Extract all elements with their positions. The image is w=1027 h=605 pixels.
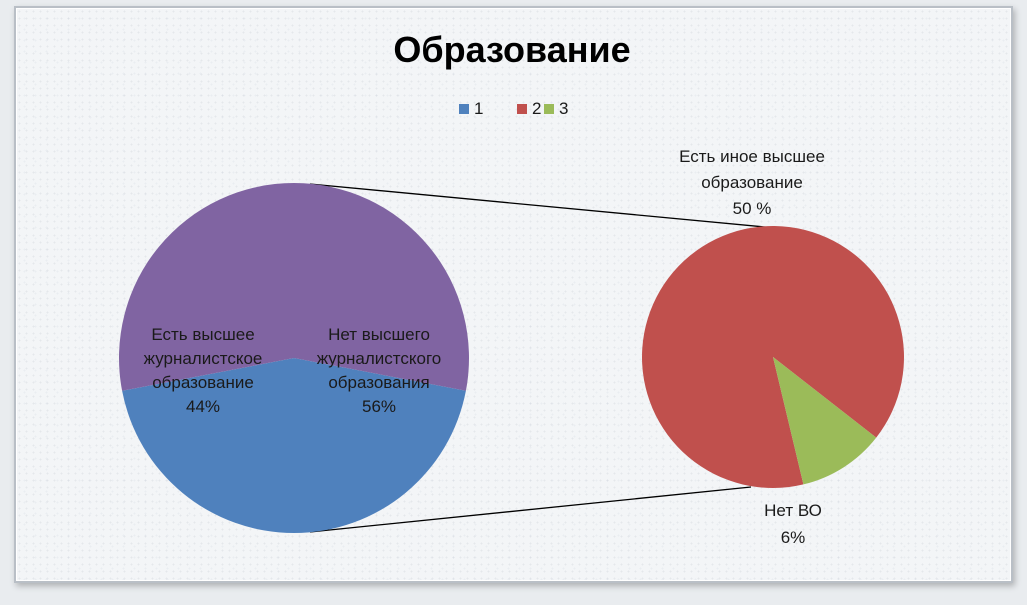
legend-swatch-1 <box>459 104 469 114</box>
data-labels: Есть высшее журналистское образование 44% Не… <box>144 147 825 547</box>
secondary-pie-slice-1 <box>641 226 904 489</box>
main-left-label-line-3: образование <box>152 373 254 392</box>
secondary-pie <box>641 226 904 489</box>
main-right-label-line-3: образования <box>328 373 429 392</box>
secondary-top-label-line-2: образование <box>701 173 803 192</box>
main-pie <box>118 182 469 533</box>
legend-swatch-2 <box>517 104 527 114</box>
connector-line-bottom <box>309 486 752 533</box>
main-right-label-line-4: 56% <box>362 397 396 416</box>
secondary-bottom-label-line-1: Нет ВО <box>764 501 822 520</box>
chart-title: Образование <box>393 29 630 70</box>
main-right-label-line-1: Нет высшего <box>328 325 430 344</box>
legend-swatch-3 <box>544 104 554 114</box>
secondary-bottom-label-line-2: 6% <box>781 528 806 547</box>
main-left-label-line-1: Есть высшее <box>151 325 254 344</box>
connector-line-top <box>309 183 787 230</box>
legend-label-2: 2 <box>532 99 541 118</box>
secondary-top-label-line-1: Есть иное высшее <box>679 147 825 166</box>
connector-lines <box>309 183 787 533</box>
secondary-pie-slice-2 <box>773 357 877 485</box>
secondary-top-label-line-3: 50 % <box>733 199 772 218</box>
main-right-label-line-2: журналистского <box>317 349 442 368</box>
legend-label-3: 3 <box>559 99 568 118</box>
main-pie-slice-2 <box>118 182 469 391</box>
main-left-label-line-2: журналистское <box>144 349 263 368</box>
main-left-label-line-4: 44% <box>186 397 220 416</box>
main-pie-slice-1 <box>122 358 466 533</box>
legend-label-1: 1 <box>474 99 483 118</box>
